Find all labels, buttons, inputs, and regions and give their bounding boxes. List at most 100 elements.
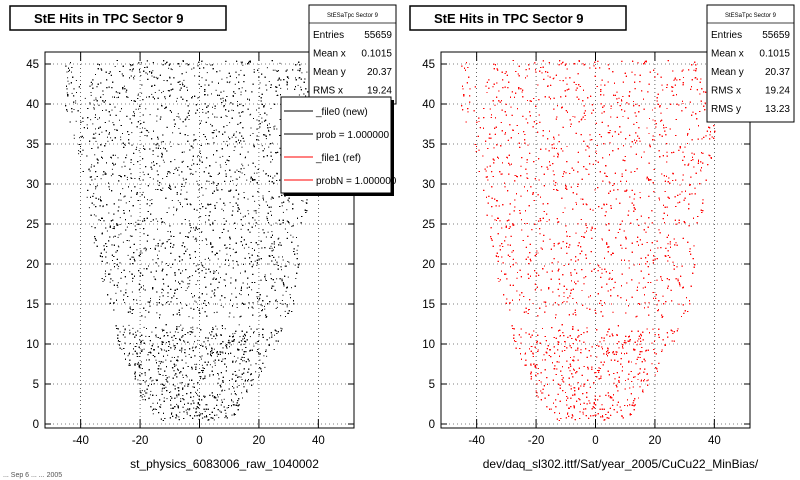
scatter-point <box>264 308 266 310</box>
scatter-point <box>131 64 133 66</box>
scatter-point <box>216 187 218 189</box>
scatter-point <box>204 410 206 412</box>
scatter-point <box>156 120 158 122</box>
scatter-point <box>200 216 202 218</box>
scatter-point <box>135 221 137 223</box>
scatter-point <box>194 300 196 302</box>
scatter-point <box>145 310 147 311</box>
scatter-point <box>114 129 116 131</box>
scatter-point <box>95 188 97 190</box>
scatter-point <box>159 165 161 167</box>
scatter-point <box>164 98 166 100</box>
scatter-point <box>186 376 188 378</box>
scatter-point <box>186 191 188 193</box>
scatter-point <box>141 390 143 392</box>
scatter-point <box>107 136 108 138</box>
scatter-point <box>108 120 110 122</box>
scatter-point <box>285 290 287 292</box>
scatter-point <box>297 84 299 86</box>
scatter-point <box>127 254 129 256</box>
scatter-point <box>147 199 148 201</box>
scatter-point <box>271 334 273 336</box>
scatter-point <box>239 176 241 178</box>
scatter-point <box>115 292 117 294</box>
scatter-point <box>147 73 148 75</box>
scatter-point <box>246 179 248 181</box>
scatter-point <box>218 374 219 376</box>
scatter-point <box>222 155 224 157</box>
scatter-point <box>268 146 270 148</box>
scatter-point <box>93 104 95 106</box>
scatter-point <box>281 269 282 271</box>
scatter-point <box>81 136 82 138</box>
scatter-point <box>138 383 140 385</box>
scatter-point <box>137 94 139 96</box>
scatter-point <box>92 83 93 85</box>
scatter-point <box>215 325 217 327</box>
scatter-point <box>196 363 198 365</box>
scatter-point <box>201 203 202 205</box>
scatter-point <box>175 364 177 366</box>
scatter-point <box>157 228 158 230</box>
scatter-point <box>237 357 239 359</box>
scatter-point <box>123 331 125 333</box>
scatter-point <box>159 363 161 365</box>
scatter-point <box>140 349 142 351</box>
scatter-point <box>173 206 175 208</box>
scatter-point <box>159 299 160 300</box>
scatter-point <box>185 355 187 357</box>
scatter-point <box>157 254 158 256</box>
scatter-point <box>236 260 237 262</box>
scatter-point <box>256 296 258 298</box>
scatter-point <box>230 344 232 346</box>
scatter-point <box>224 279 226 281</box>
scatter-point <box>287 261 289 262</box>
scatter-point <box>267 263 269 265</box>
scatter-point <box>235 136 237 138</box>
scatter-point <box>101 151 103 152</box>
scatter-point <box>185 409 187 411</box>
scatter-point <box>188 286 190 288</box>
scatter-point <box>290 234 292 236</box>
scatter-point <box>216 414 218 416</box>
scatter-point <box>197 264 199 266</box>
scatter-point <box>196 327 198 329</box>
scatter-point <box>267 219 269 221</box>
scatter-point <box>133 78 135 80</box>
scatter-point <box>171 69 173 71</box>
scatter-point <box>248 253 250 255</box>
scatter-point <box>152 343 154 345</box>
scatter-point <box>162 384 164 386</box>
scatter-point <box>279 62 281 64</box>
scatter-point <box>124 144 126 146</box>
scatter-point <box>118 344 120 346</box>
scatter-point <box>262 195 264 197</box>
scatter-point <box>137 219 139 221</box>
scatter-point <box>144 395 146 397</box>
scatter-point <box>221 389 223 391</box>
scatter-point <box>198 272 200 274</box>
scatter-point <box>71 71 72 73</box>
scatter-point <box>228 82 230 84</box>
scatter-point <box>239 122 241 124</box>
scatter-point <box>192 328 194 330</box>
scatter-point <box>281 205 283 207</box>
scatter-point <box>254 200 256 202</box>
scatter-point <box>162 374 164 376</box>
scatter-point <box>81 153 83 155</box>
scatter-point <box>230 176 232 178</box>
scatter-point <box>264 366 266 368</box>
scatter-point <box>192 317 194 319</box>
scatter-point <box>110 137 112 139</box>
scatter-point <box>138 108 139 110</box>
scatter-point <box>213 312 215 314</box>
scatter-point <box>286 220 288 222</box>
scatter-point <box>114 154 116 156</box>
scatter-point <box>295 77 296 79</box>
scatter-point <box>226 77 228 79</box>
scatter-point <box>179 65 181 67</box>
scatter-point <box>160 404 162 406</box>
scatter-point <box>262 170 264 172</box>
scatter-point <box>179 118 181 120</box>
scatter-point <box>255 212 257 214</box>
